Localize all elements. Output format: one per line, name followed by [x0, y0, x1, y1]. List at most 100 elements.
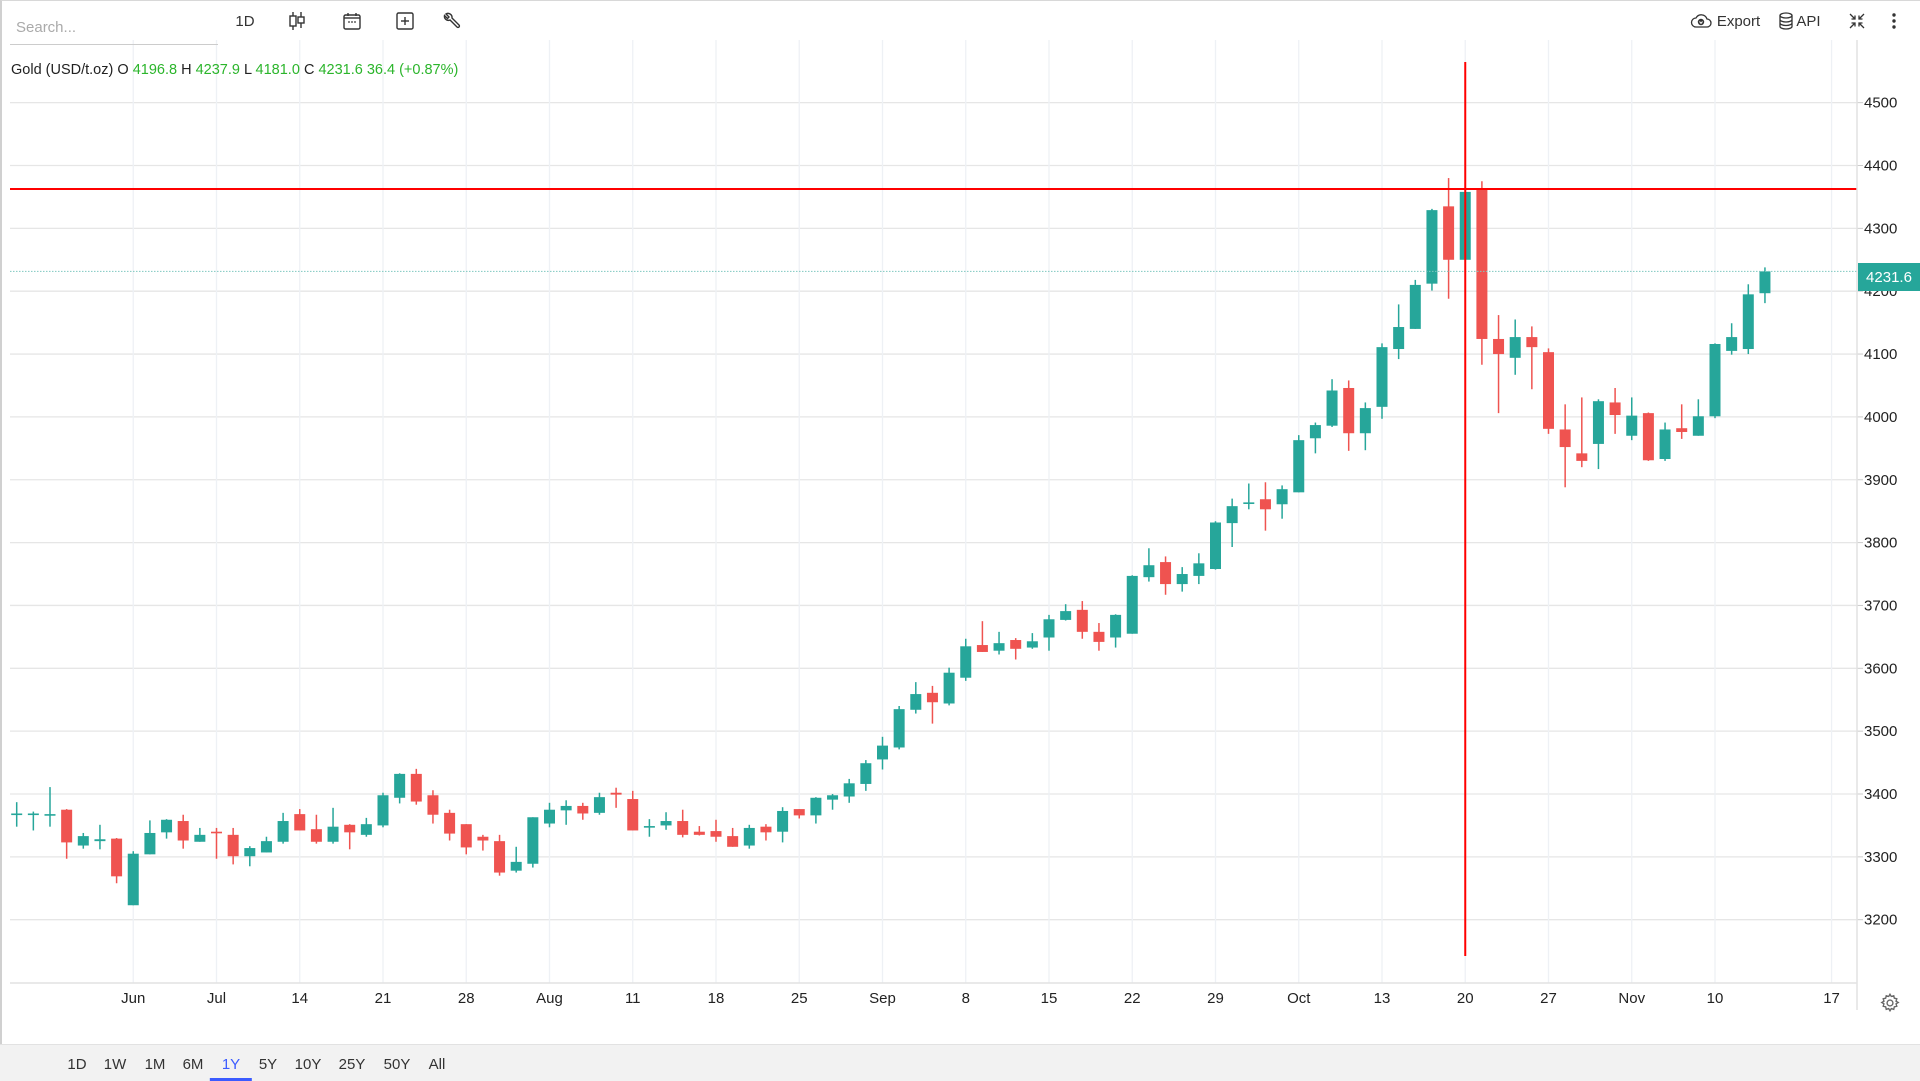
- candle: [1526, 326, 1538, 390]
- candle-body: [877, 745, 888, 760]
- candle-body: [560, 805, 572, 811]
- candle: [1559, 404, 1571, 488]
- candle-body: [827, 795, 839, 800]
- candle-body: [577, 805, 589, 814]
- candle: [1742, 284, 1754, 355]
- candle: [460, 824, 472, 855]
- candle: [510, 846, 522, 873]
- x-tick-label: Aug: [536, 990, 563, 1007]
- candle-body: [227, 834, 239, 857]
- candle: [444, 809, 456, 841]
- candle: [1126, 575, 1138, 634]
- candle-body: [27, 813, 39, 816]
- candle-body: [1426, 210, 1438, 284]
- x-tick-label: 13: [1374, 990, 1391, 1007]
- range-button-25y[interactable]: 25Y: [338, 1056, 366, 1073]
- high-label: H: [181, 62, 192, 78]
- x-tick-label: 20: [1457, 990, 1474, 1007]
- candle-body: [410, 773, 422, 802]
- range-button-1y[interactable]: 1Y: [209, 1056, 253, 1081]
- chart-type-button[interactable]: [285, 8, 309, 34]
- x-tick-label: 21: [375, 990, 392, 1007]
- y-tick-label: 4400: [1864, 158, 1897, 175]
- range-button-6m[interactable]: 6M: [182, 1056, 204, 1073]
- symbol-name: Gold (USD/t.oz): [11, 62, 114, 78]
- candle: [793, 809, 805, 819]
- x-tick-label: Oct: [1287, 990, 1311, 1007]
- candle: [227, 827, 239, 865]
- candle-body: [1043, 619, 1055, 638]
- range-button-10y[interactable]: 10Y: [294, 1056, 322, 1073]
- candle: [410, 768, 422, 805]
- chart-settings-button[interactable]: [1879, 992, 1901, 1014]
- collapse-button[interactable]: [1846, 8, 1868, 34]
- candle-body: [1543, 352, 1554, 429]
- candle: [1276, 485, 1288, 519]
- candle-body: [1176, 574, 1188, 585]
- more-options-button[interactable]: [1884, 8, 1904, 34]
- export-button[interactable]: Export: [1685, 8, 1765, 34]
- candle-body: [677, 821, 689, 835]
- candle: [943, 667, 955, 706]
- candle-body: [1093, 631, 1105, 642]
- candle: [643, 819, 655, 837]
- candle: [1676, 404, 1688, 439]
- axes: 3200 3300 3400 3500 3600 3700 3800 3900 4000 4100…: [10, 40, 1897, 1010]
- x-tick-label: 29: [1207, 990, 1224, 1007]
- candle-body: [1409, 284, 1421, 329]
- candle: [993, 631, 1005, 655]
- candle-body: [926, 692, 938, 703]
- candle: [61, 809, 73, 859]
- range-button-5y[interactable]: 5Y: [258, 1056, 278, 1073]
- candle-body: [1742, 294, 1754, 350]
- range-button-1w[interactable]: 1W: [103, 1056, 127, 1073]
- api-label: API: [1796, 12, 1821, 30]
- search-input[interactable]: [10, 10, 218, 45]
- candle-body: [1326, 390, 1338, 426]
- candle-body: [793, 809, 805, 816]
- date-range-button[interactable]: [340, 8, 364, 34]
- candle: [277, 812, 289, 844]
- candle: [1343, 380, 1355, 451]
- y-tick-label: 3400: [1864, 786, 1897, 803]
- add-indicator-button[interactable]: [393, 8, 417, 34]
- candle: [577, 802, 589, 820]
- api-button[interactable]: API: [1776, 8, 1824, 34]
- candle-body: [1359, 408, 1371, 434]
- x-tick-label: Jul: [207, 990, 226, 1007]
- x-tick-label: 8: [962, 990, 970, 1007]
- candle-body: [111, 838, 123, 877]
- y-tick-label: 3900: [1864, 472, 1897, 489]
- candle-body: [1659, 429, 1671, 460]
- candle: [394, 773, 406, 804]
- candle: [1076, 601, 1088, 639]
- candle-body: [277, 821, 289, 842]
- x-tick-label: 17: [1823, 990, 1840, 1007]
- range-button-1d[interactable]: 1D: [67, 1056, 87, 1073]
- candle: [11, 802, 23, 827]
- y-tick-label: 3300: [1864, 849, 1897, 866]
- candle: [1043, 614, 1055, 651]
- interval-button[interactable]: 1D: [235, 12, 255, 30]
- range-button-all[interactable]: All: [428, 1056, 446, 1073]
- candle: [77, 832, 89, 849]
- candle: [627, 790, 639, 831]
- wrench-icon: [443, 12, 461, 29]
- candle: [1243, 483, 1255, 510]
- candle-body: [1709, 343, 1721, 417]
- change-value: 36.4 (+0.87%): [366, 62, 459, 78]
- candle: [427, 790, 439, 824]
- range-button-50y[interactable]: 50Y: [383, 1056, 411, 1073]
- tools-button[interactable]: [440, 8, 464, 34]
- candle: [1326, 379, 1338, 427]
- candle-body: [527, 817, 539, 864]
- range-button-1m[interactable]: 1M: [144, 1056, 166, 1073]
- y-tick-label: 4000: [1864, 409, 1897, 426]
- export-label: Export: [1716, 12, 1761, 30]
- x-tick-label: 11: [625, 990, 641, 1007]
- more-vertical-icon: [1892, 13, 1896, 29]
- candle: [94, 824, 106, 850]
- candle-body: [1493, 338, 1505, 355]
- candle: [1642, 412, 1654, 461]
